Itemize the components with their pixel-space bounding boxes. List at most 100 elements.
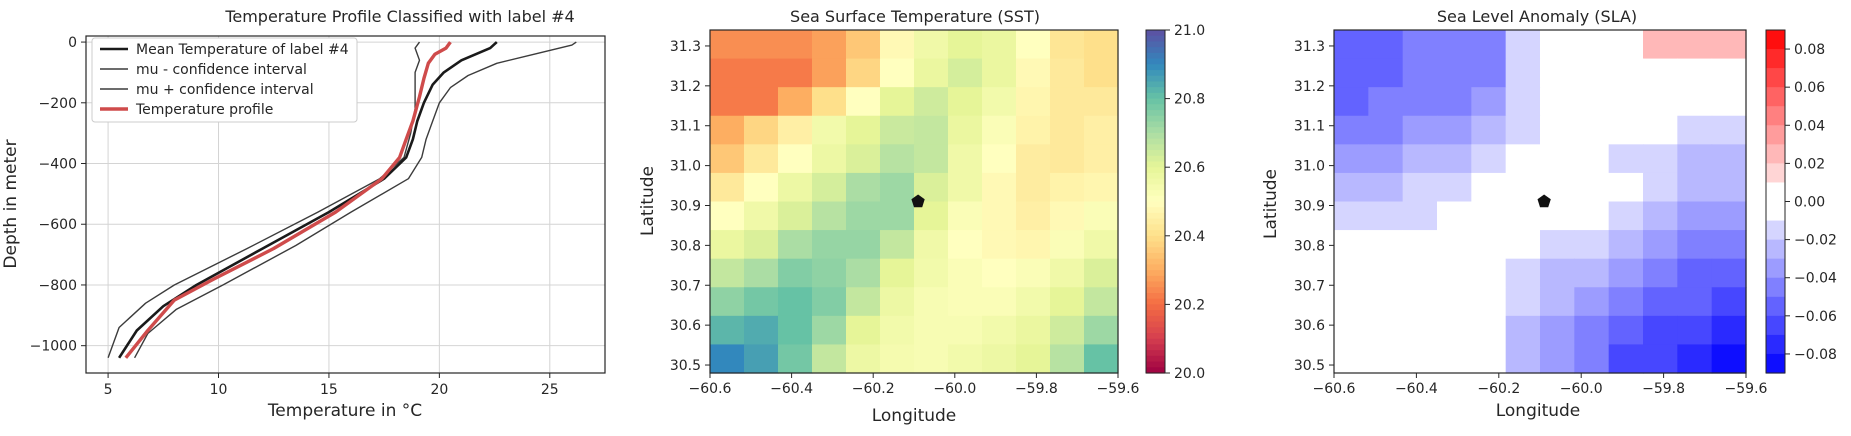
y-tick-label: 30.9	[1294, 198, 1325, 214]
heatmap-cell	[744, 144, 779, 174]
plot-frame	[85, 35, 606, 374]
colorbar-segment	[1146, 150, 1165, 157]
heatmap-cell	[778, 30, 813, 60]
heatmap-cell	[1402, 201, 1438, 231]
heatmap-cell	[1084, 87, 1119, 117]
heatmap-cell	[1574, 144, 1610, 174]
heatmap-cell	[1505, 172, 1541, 203]
y-tick-label: 31.2	[670, 79, 701, 95]
heatmap-cell	[710, 172, 745, 203]
heatmap-cell	[1368, 144, 1404, 174]
heatmap-cell	[1334, 58, 1369, 88]
heatmap-cell	[812, 344, 847, 374]
heatmap-cell	[1368, 201, 1404, 231]
colorbar-frame	[1145, 29, 1166, 374]
colorbar-segment	[1146, 87, 1165, 94]
heatmap-cell	[948, 58, 983, 88]
heatmap-cell	[710, 344, 745, 374]
heatmap-cell	[880, 230, 915, 260]
heatmap-cell	[1334, 201, 1369, 231]
colorbar-segment	[1146, 332, 1165, 340]
location-marker	[911, 194, 925, 208]
heatmap-cell	[880, 30, 915, 60]
heatmap-cell	[1540, 287, 1575, 317]
heatmap-cell	[744, 344, 779, 374]
heatmap-cell	[1608, 258, 1644, 288]
heatmap-cell	[1471, 201, 1507, 231]
heatmap-cell	[710, 58, 745, 88]
heatmap-cell	[1711, 115, 1747, 145]
y-tick-label: 30.7	[1294, 278, 1325, 294]
y-axis-label: Latitude	[1261, 169, 1281, 239]
heatmap-cell	[1050, 258, 1085, 288]
y-tick-label: 30.8	[670, 238, 701, 254]
colorbar-segment	[1766, 49, 1785, 69]
colorbar-segment	[1146, 212, 1165, 220]
heatmap-cell	[1084, 144, 1119, 174]
x-tick-label: −60.4	[770, 381, 813, 397]
colorbar-segment	[1146, 247, 1165, 254]
heatmap-cell	[1084, 315, 1119, 346]
y-tick-label: −800	[39, 278, 77, 294]
axis-ticks: −60.6 −60.4 −60.2 −60.0 −59.8 −59.6 30.5 30.6 30…	[670, 39, 1140, 397]
heatmap-cell	[744, 172, 779, 203]
heatmap-cell	[1016, 287, 1051, 317]
heatmap-cell	[1368, 315, 1404, 346]
colorbar-segment	[1146, 218, 1165, 225]
heatmap-cell	[1574, 87, 1610, 117]
x-tick-label: 25	[541, 382, 559, 398]
heatmap-cell	[1608, 230, 1644, 260]
heatmap-cell	[1540, 344, 1575, 374]
heatmap-cell	[1084, 287, 1119, 317]
heatmap-cell	[1677, 30, 1713, 60]
colorbar-segment	[1146, 155, 1165, 163]
colorbar-segment	[1146, 201, 1165, 208]
heatmap-cell	[1505, 344, 1541, 374]
heatmap-cell	[812, 287, 847, 317]
heatmap-cell	[1016, 30, 1051, 60]
heatmap-cell	[812, 172, 847, 203]
heatmap-cell	[744, 258, 779, 288]
y-axis-label: Depth in meter	[1, 139, 21, 268]
heatmap-cell	[846, 315, 881, 346]
series-lines	[107, 41, 577, 359]
heatmap-cell	[1505, 258, 1541, 288]
colorbar-segment	[1146, 367, 1165, 374]
colorbar-tick-label: 20.6	[1174, 160, 1205, 176]
heatmap-cell	[1050, 344, 1085, 374]
heatmap-cell	[1437, 115, 1472, 145]
heatmap-cell	[914, 87, 949, 117]
heatmap-cell	[1505, 201, 1541, 231]
heatmap-cell	[1471, 144, 1507, 174]
colorbar-tick-label: −0.02	[1794, 233, 1837, 249]
y-tick-label: 30.9	[670, 198, 701, 214]
colorbar-segment	[1766, 144, 1785, 164]
heatmap-cell	[846, 287, 881, 317]
heatmap-cell	[710, 258, 745, 288]
heatmap-cell	[1540, 315, 1575, 346]
heatmap-cell	[1574, 58, 1610, 88]
y-tick-label: 31.1	[1294, 119, 1325, 135]
heatmap-cell	[1643, 144, 1678, 174]
heatmap-cell	[1016, 344, 1051, 374]
y-tick-label: 31.2	[1294, 79, 1325, 95]
heatmap-cell	[1368, 115, 1404, 145]
heatmap-cell	[1334, 344, 1369, 374]
heatmap-cell	[1402, 315, 1438, 346]
heatmap-cell	[778, 115, 813, 145]
colorbar-tick-label: 20.0	[1174, 366, 1205, 382]
colorbar-tick-label: −0.08	[1794, 347, 1837, 363]
colorbar-segment	[1766, 334, 1785, 355]
heatmap-cell	[1471, 115, 1507, 145]
heatmap-cell	[1574, 344, 1610, 374]
heatmap-cell	[1050, 230, 1085, 260]
x-tick-label: −59.6	[1725, 381, 1768, 397]
heatmap-cell	[1050, 87, 1085, 117]
heatmap-cell	[1540, 230, 1575, 260]
x-tick-label: 15	[320, 382, 338, 398]
colorbar-segment	[1766, 30, 1785, 50]
heatmap-cell	[1711, 30, 1747, 60]
colorbar-segment	[1146, 161, 1165, 168]
x-tick-label: −59.8	[1015, 381, 1058, 397]
heatmap-cell	[1608, 30, 1644, 60]
